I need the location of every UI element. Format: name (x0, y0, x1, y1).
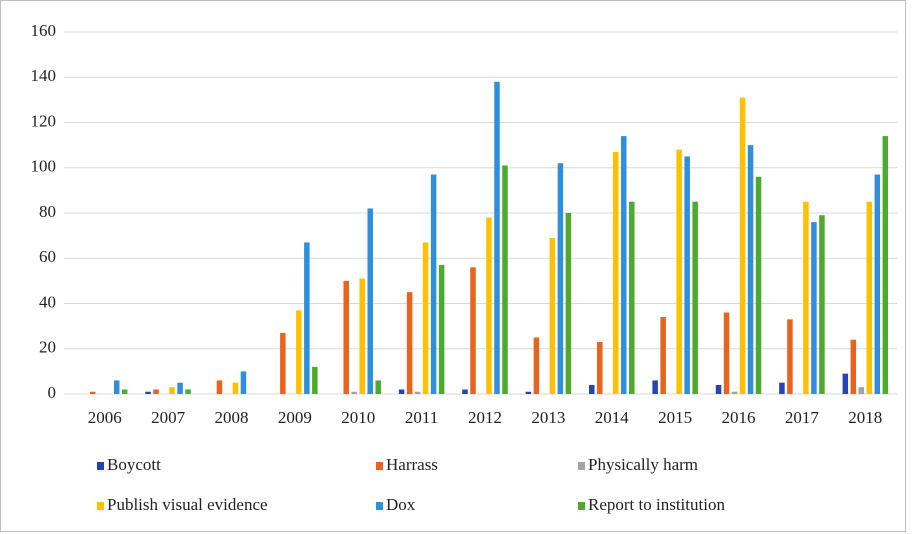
bar (731, 391, 738, 394)
bar (874, 174, 881, 394)
bar (525, 391, 532, 394)
bar (557, 163, 564, 394)
bar (280, 332, 286, 394)
bar (470, 267, 476, 394)
bar (597, 341, 603, 394)
y-tick-label: 20 (39, 338, 56, 357)
bar (343, 280, 349, 394)
bar (145, 391, 151, 394)
bar (819, 215, 825, 394)
bar (660, 317, 666, 394)
bar (842, 373, 849, 394)
bar (533, 337, 540, 394)
legend-label: Dox (386, 495, 416, 514)
legend-label: Report to institution (588, 495, 725, 514)
bar (240, 371, 247, 394)
bar (359, 278, 365, 394)
y-tick-label: 0 (48, 383, 57, 402)
bar (811, 222, 817, 394)
bar (177, 382, 183, 394)
bar (779, 382, 785, 394)
bar (367, 208, 373, 394)
bar (866, 201, 873, 394)
y-tick-label: 140 (31, 66, 57, 85)
bar (747, 145, 754, 394)
x-tick-label: 2013 (531, 408, 565, 427)
bar (882, 136, 889, 394)
legend-swatch (578, 502, 585, 510)
legend-swatch (376, 462, 383, 470)
x-tick-label: 2011 (405, 408, 438, 427)
bar (739, 97, 746, 395)
bar (232, 382, 239, 394)
legend-label: Harrass (386, 455, 438, 474)
bar (169, 387, 175, 394)
x-tick-label: 2012 (468, 408, 502, 427)
y-tick-label: 160 (31, 21, 57, 40)
bar (351, 391, 357, 394)
bar (803, 201, 809, 394)
y-tick-label: 120 (31, 111, 57, 130)
bar (621, 136, 627, 394)
bar (462, 389, 468, 394)
x-tick-label: 2014 (595, 408, 630, 427)
bar (613, 151, 619, 394)
x-tick-label: 2016 (722, 408, 756, 427)
bar (676, 149, 682, 394)
y-tick-label: 60 (39, 247, 56, 266)
bar (153, 389, 159, 394)
bar (296, 310, 302, 394)
x-tick-label: 2015 (658, 408, 692, 427)
x-tick-label: 2017 (785, 408, 820, 427)
legend-swatch (376, 502, 383, 510)
bar (692, 201, 698, 394)
bar (304, 242, 310, 394)
x-tick-label: 2006 (88, 408, 122, 427)
x-tick-label: 2010 (341, 408, 375, 427)
legend-swatch (578, 462, 585, 470)
bar (185, 389, 191, 394)
bar (589, 384, 595, 394)
bar (486, 217, 492, 394)
bar (89, 391, 96, 394)
legend-swatch (97, 462, 104, 470)
x-tick-label: 2007 (151, 408, 186, 427)
bar (398, 389, 405, 394)
y-tick-label: 100 (31, 157, 57, 176)
bar (121, 389, 128, 394)
bar (113, 380, 120, 394)
bar (502, 165, 508, 394)
bar (494, 81, 500, 395)
bar (438, 265, 445, 394)
legend-label: Publish visual evidence (107, 495, 268, 514)
bar (422, 242, 429, 394)
bar (715, 384, 722, 394)
y-tick-label: 40 (39, 292, 56, 311)
bar (549, 237, 556, 394)
legend-label: Boycott (107, 455, 161, 474)
legend-swatch (97, 502, 104, 510)
bar (723, 312, 730, 394)
bar (312, 366, 318, 394)
bar (629, 201, 635, 394)
bar (375, 380, 381, 394)
bar (652, 380, 658, 394)
bar (216, 380, 223, 394)
bar (684, 156, 690, 394)
y-tick-label: 80 (39, 202, 56, 221)
bar (430, 174, 437, 394)
bar (414, 391, 421, 394)
bar (858, 387, 865, 394)
bar (787, 319, 793, 394)
x-tick-label: 2018 (848, 408, 882, 427)
x-tick-label: 2008 (214, 408, 248, 427)
x-tick-label: 2009 (278, 408, 312, 427)
bar (755, 176, 762, 394)
bar (565, 213, 572, 394)
bar (406, 292, 413, 394)
bar (850, 339, 857, 394)
legend-label: Physically harm (588, 455, 698, 474)
